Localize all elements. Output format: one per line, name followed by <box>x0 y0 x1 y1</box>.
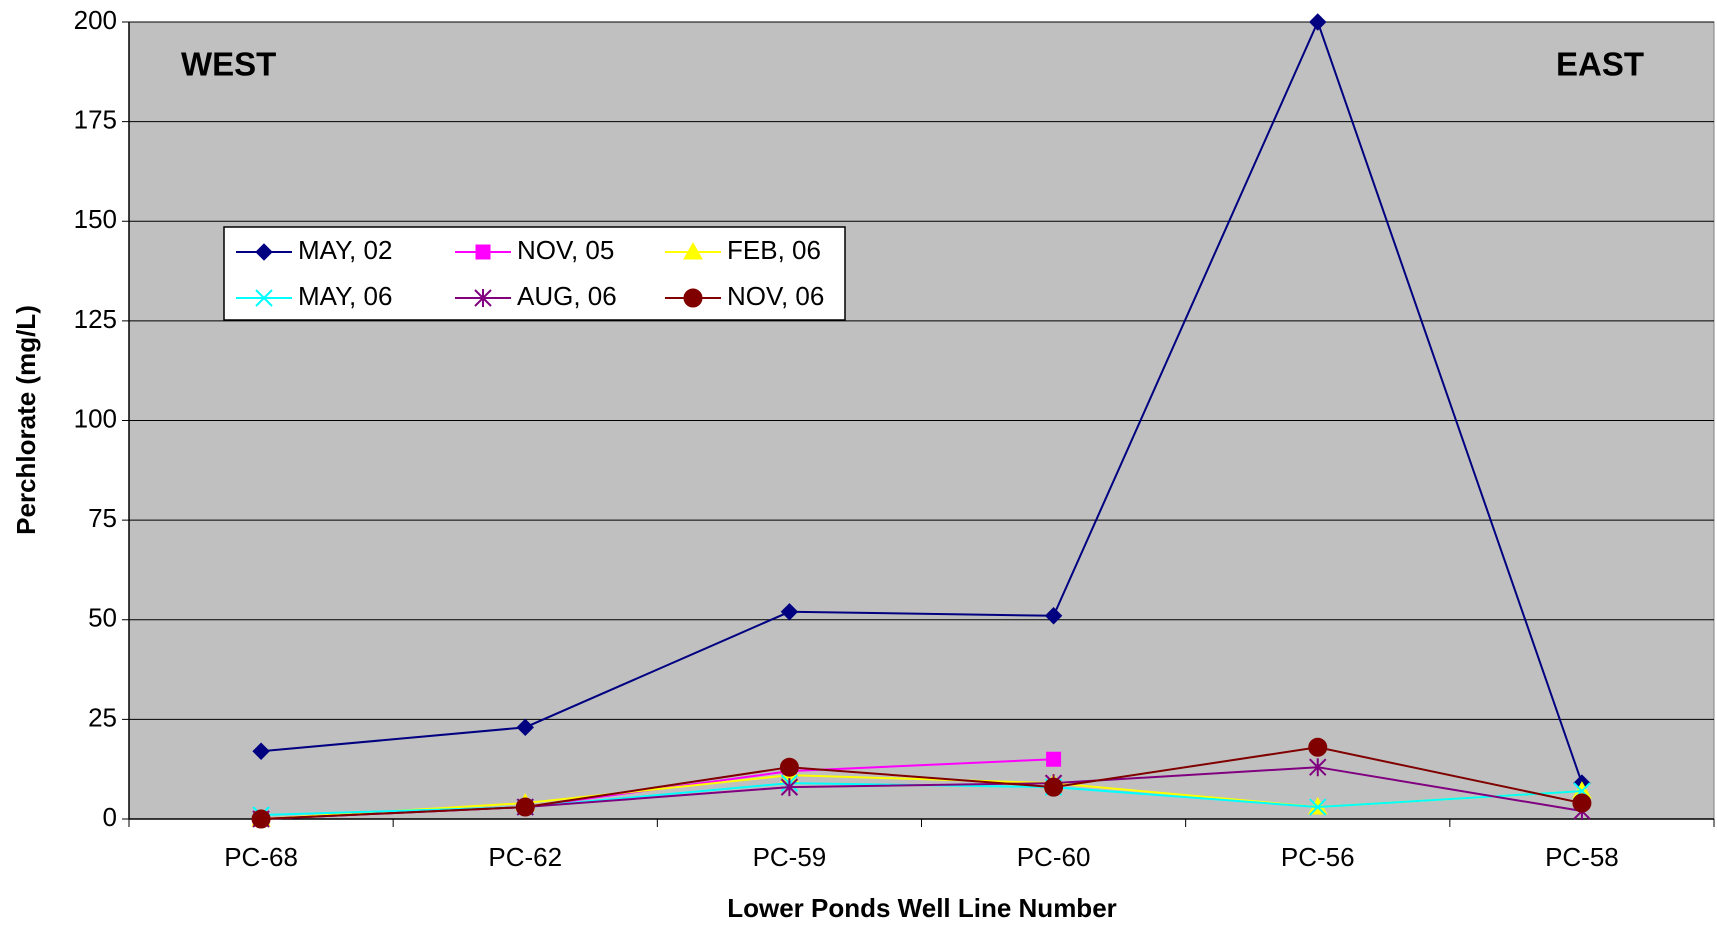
x-tick-label: PC-59 <box>753 842 827 872</box>
series-line <box>260 19 1583 784</box>
marker <box>474 289 492 307</box>
legend-label: FEB, 06 <box>727 235 821 265</box>
marker <box>683 241 703 260</box>
x-axis-title: Lower Ponds Well Line Number <box>727 893 1117 923</box>
marker <box>255 243 273 261</box>
y-tick-label: 100 <box>74 403 117 433</box>
y-tick-label: 0 <box>103 802 117 832</box>
marker <box>515 797 535 817</box>
marker <box>780 603 799 621</box>
y-tick-label: 50 <box>88 603 117 633</box>
legend-label: MAY, 06 <box>298 281 392 311</box>
marker <box>1309 13 1327 31</box>
marker <box>1308 737 1328 757</box>
y-tick-label: 25 <box>88 702 117 732</box>
marker <box>251 809 271 829</box>
marker <box>1309 758 1327 777</box>
y-tick-label: 150 <box>74 204 117 234</box>
legend <box>223 226 846 321</box>
marker <box>516 718 534 737</box>
annotation: EAST <box>1556 46 1644 83</box>
series-layer <box>251 13 1592 829</box>
marker <box>1309 798 1327 816</box>
legend-entries: MAY, 02 NOV, 05 FEB, 06 MAY, 06 AUG, 06 NOV, … <box>236 235 824 311</box>
y-tick-label: 175 <box>74 105 117 135</box>
marker <box>1044 607 1063 625</box>
marker <box>1572 793 1592 813</box>
legend-label: AUG, 06 <box>517 281 617 311</box>
marker <box>683 288 703 308</box>
x-tick-label: PC-58 <box>1545 842 1619 872</box>
grid: 0 25 50 75 100 125 150 175 200 PC-68 PC-62 PC-59 PC-… <box>74 5 1715 872</box>
x-tick-label: PC-62 <box>488 842 562 872</box>
series-line <box>261 746 1583 820</box>
legend-label: MAY, 02 <box>298 235 392 265</box>
y-tick-label: 125 <box>74 304 117 334</box>
x-tick-label: PC-68 <box>224 842 298 872</box>
marker <box>780 778 799 797</box>
x-tick-label: PC-56 <box>1281 842 1355 872</box>
annotation: WEST <box>181 46 276 83</box>
marker <box>1046 751 1062 767</box>
y-tick-label: 75 <box>88 503 117 533</box>
marker <box>779 757 799 777</box>
y-tick-label: 200 <box>74 5 117 35</box>
marker <box>255 289 273 307</box>
y-axis-title: Perchlorate (mg/L) <box>11 305 41 535</box>
legend-label: NOV, 06 <box>727 281 824 311</box>
legend-label: NOV, 05 <box>517 235 614 265</box>
x-tick-label: PC-60 <box>1017 842 1091 872</box>
marker <box>475 244 491 260</box>
marker <box>1044 777 1064 797</box>
marker <box>252 742 270 760</box>
